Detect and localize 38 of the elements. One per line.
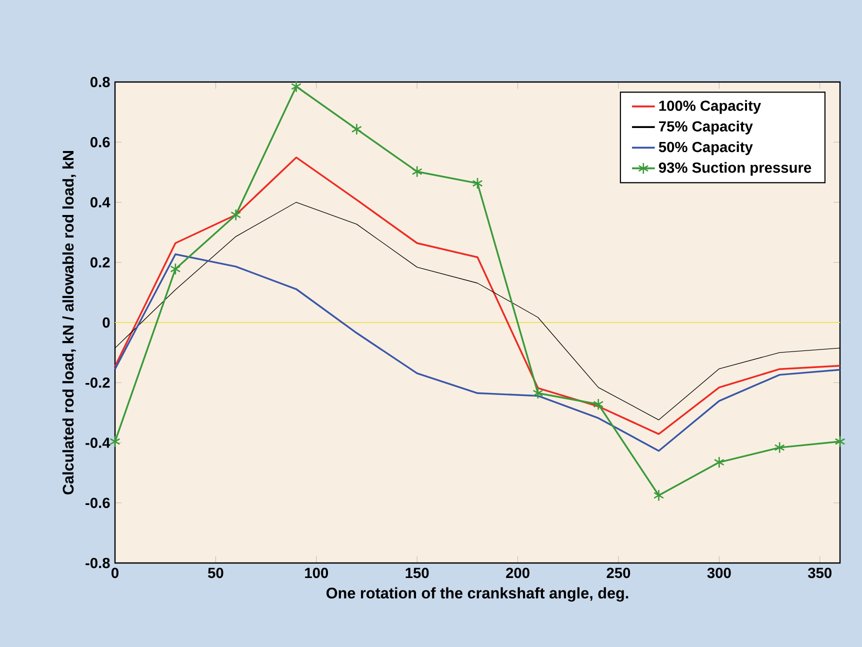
point [351, 123, 362, 136]
point [290, 80, 302, 93]
x-tick-label: 50 [208, 568, 224, 578]
line-series [114, 156, 841, 435]
x-tick-label: 150 [406, 568, 429, 578]
x-tick-label: 100 [305, 568, 328, 578]
legend-label: 100% Capacity [659, 100, 762, 114]
y-tick-label: 0.2 [90, 257, 110, 268]
x-tick-label: 0 [112, 568, 118, 578]
legend-label: 93% Suction pressure [658, 162, 812, 176]
legend-label: 75% Capacity [659, 120, 753, 134]
point [170, 262, 181, 275]
legend-label: 50% Capacity [658, 141, 753, 156]
y-tick-label: 0.8 [90, 76, 110, 88]
y-axis-title: Calculated rod load, kN / allowable rod load, kN [62, 150, 76, 494]
point [110, 436, 120, 448]
point [834, 436, 846, 448]
x-axis-title: One rotation of the crankshaft angle, deg. [326, 587, 628, 602]
point [714, 456, 724, 468]
y-tick-label: 0 [102, 317, 110, 328]
y-tick-label: -0.6 [86, 498, 110, 508]
point [532, 387, 544, 400]
point [412, 166, 422, 178]
x-tick-label: 350 [808, 568, 832, 578]
point [593, 398, 604, 410]
point [472, 177, 483, 190]
point [774, 442, 785, 454]
point [653, 489, 664, 502]
x-tick-label: 200 [506, 568, 530, 578]
y-tick-label: 0.4 [90, 197, 110, 208]
y-tick-label: -0.2 [86, 377, 110, 388]
y-tick-label: 0.6 [90, 136, 110, 148]
y-tick-label: -0.4 [86, 438, 110, 448]
y-tick-label: -0.8 [86, 558, 110, 568]
x-tick-label: 300 [707, 568, 731, 578]
x-tick-label: 250 [606, 568, 630, 578]
line-series [114, 253, 841, 452]
point [230, 208, 242, 221]
